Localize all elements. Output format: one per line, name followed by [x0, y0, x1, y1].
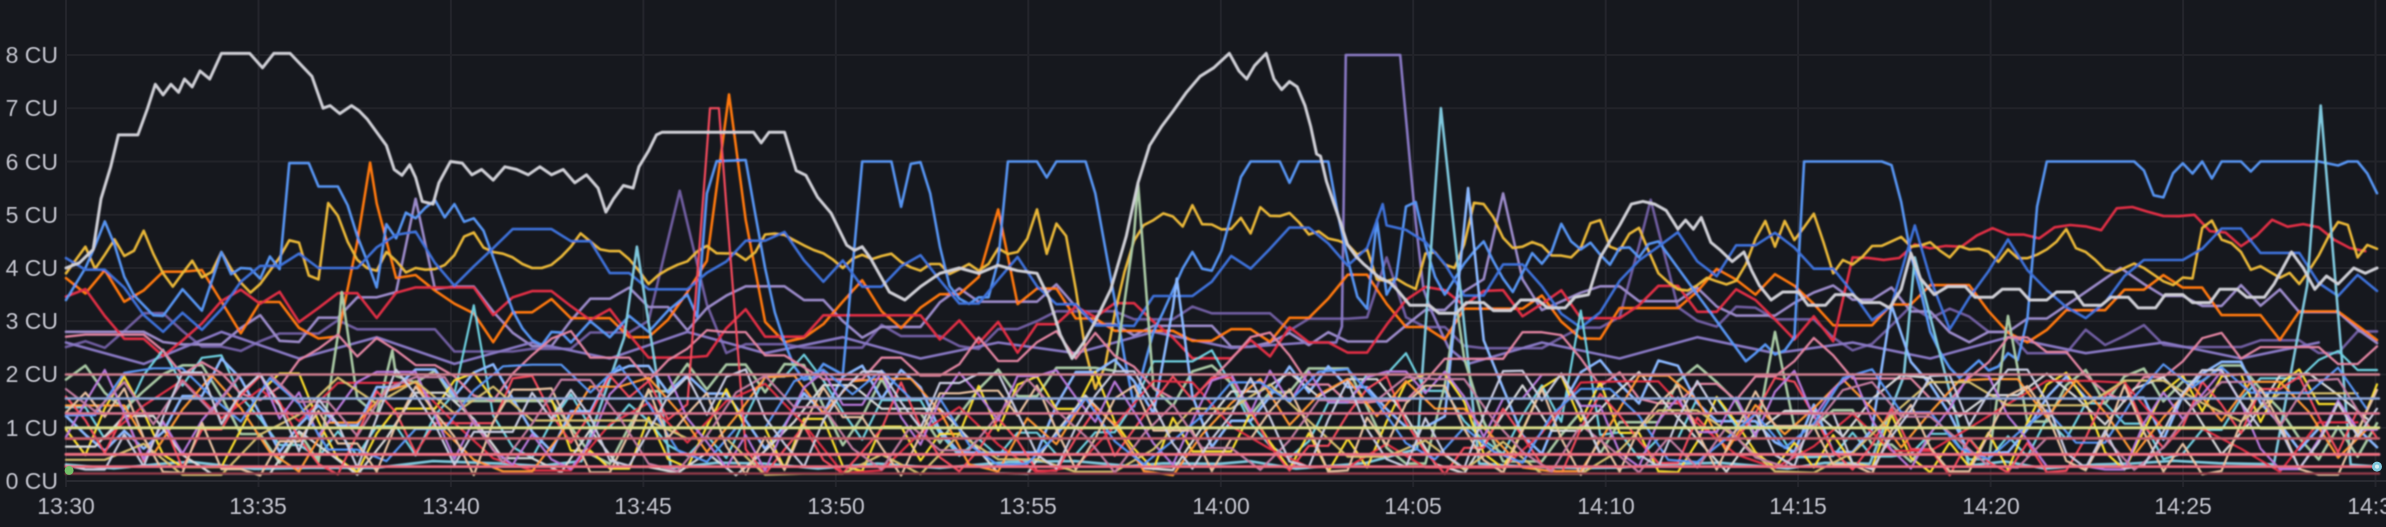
svg-text:14:30: 14:30 [2347, 493, 2386, 519]
svg-text:14:00: 14:00 [1192, 493, 1250, 519]
svg-text:13:45: 13:45 [614, 493, 672, 519]
svg-text:6 CU: 6 CU [6, 149, 58, 175]
svg-text:13:50: 13:50 [807, 493, 865, 519]
svg-text:4 CU: 4 CU [6, 255, 58, 281]
svg-text:1 CU: 1 CU [6, 415, 58, 441]
svg-text:0 CU: 0 CU [6, 468, 58, 494]
svg-text:13:35: 13:35 [229, 493, 287, 519]
svg-text:13:30: 13:30 [37, 493, 95, 519]
svg-text:3 CU: 3 CU [6, 308, 58, 334]
svg-text:7 CU: 7 CU [6, 95, 58, 121]
svg-text:5 CU: 5 CU [6, 202, 58, 228]
svg-text:14:10: 14:10 [1577, 493, 1635, 519]
svg-text:8 CU: 8 CU [6, 42, 58, 68]
svg-text:13:55: 13:55 [999, 493, 1057, 519]
svg-text:14:25: 14:25 [2154, 493, 2212, 519]
svg-text:14:05: 14:05 [1384, 493, 1442, 519]
svg-text:13:40: 13:40 [422, 493, 480, 519]
svg-text:14:15: 14:15 [1769, 493, 1827, 519]
svg-text:2 CU: 2 CU [6, 361, 58, 387]
svg-text:14:20: 14:20 [1962, 493, 2020, 519]
